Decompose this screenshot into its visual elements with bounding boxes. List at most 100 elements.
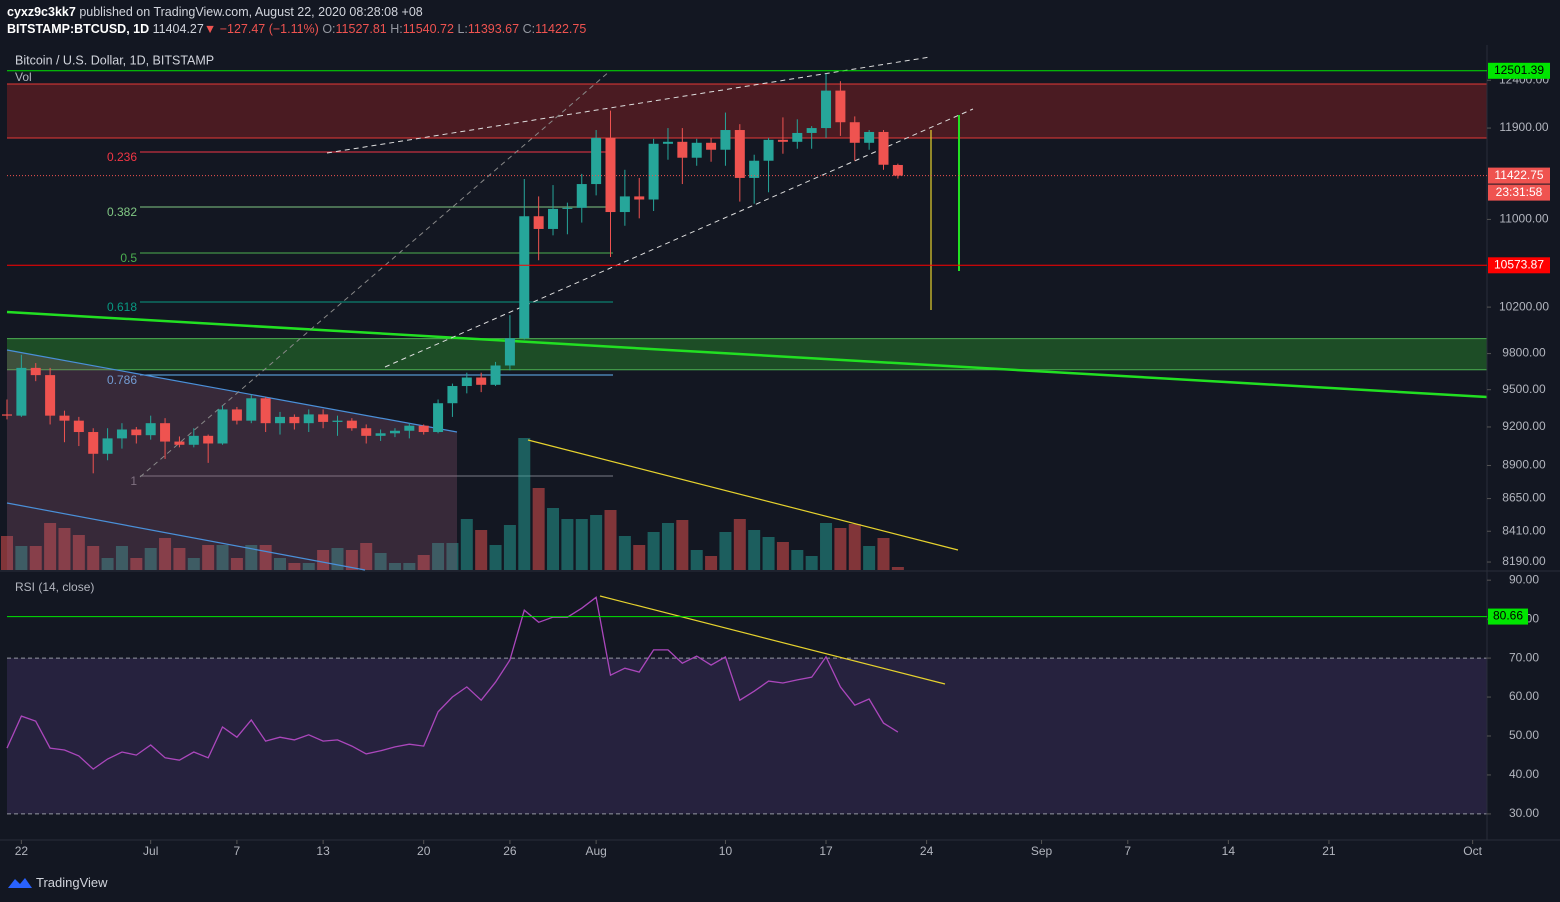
trend-line bbox=[326, 56, 931, 154]
volume-bar bbox=[187, 558, 200, 570]
countdown-tag bbox=[1488, 184, 1550, 201]
published: published on TradingView.com, August 22,… bbox=[79, 5, 423, 19]
h-value: 11540.72 bbox=[402, 22, 454, 36]
candle-body bbox=[303, 414, 314, 424]
price-tag-label: 12501.39 bbox=[1494, 63, 1544, 77]
volume-bar bbox=[446, 543, 459, 570]
candle-body bbox=[318, 414, 329, 422]
volume-bar bbox=[575, 519, 588, 570]
price-tag-label: 11422.75 bbox=[1494, 168, 1543, 182]
candle-body bbox=[461, 377, 472, 387]
candle-body bbox=[346, 420, 357, 429]
volume-bar bbox=[1, 536, 13, 570]
volume-bar bbox=[144, 548, 157, 570]
volume-bar bbox=[762, 537, 775, 570]
footer: TradingView bbox=[8, 875, 108, 890]
volume-bar bbox=[503, 525, 516, 570]
candle-body bbox=[476, 377, 487, 385]
volume-bar bbox=[848, 524, 861, 570]
channel-line bbox=[6, 349, 458, 433]
candle-body bbox=[73, 420, 84, 433]
x-tick-label: Aug bbox=[585, 844, 606, 858]
candle-body bbox=[231, 409, 242, 421]
volume-bar bbox=[705, 556, 718, 570]
o-label: O: bbox=[322, 22, 336, 36]
volume-bar bbox=[532, 488, 545, 570]
y-tick-label: 30.00 bbox=[1509, 806, 1539, 820]
rsi-title: RSI (14, close) bbox=[15, 580, 94, 594]
y-tick-label: 90.00 bbox=[1509, 572, 1539, 586]
volume-bar bbox=[518, 438, 531, 570]
h-label: H: bbox=[390, 22, 403, 36]
y-tick-label: 8190.00 bbox=[1502, 554, 1546, 568]
candle-body bbox=[289, 416, 300, 424]
symbol: BITSTAMP:BTCUSD, 1D bbox=[7, 22, 150, 36]
x-tick-label: 7 bbox=[1124, 844, 1131, 858]
rsi-line bbox=[6, 596, 899, 770]
volume-bar bbox=[360, 543, 373, 570]
volume-bar bbox=[230, 558, 243, 570]
x-tick-label: 10 bbox=[719, 844, 733, 858]
candle-body bbox=[59, 415, 70, 421]
x-tick-label: 13 bbox=[316, 844, 330, 858]
last: 11404.27 bbox=[152, 22, 204, 36]
candle-body bbox=[677, 141, 688, 158]
candle-body bbox=[749, 160, 760, 178]
x-tick-label: Sep bbox=[1031, 844, 1053, 858]
volume-bar bbox=[245, 545, 258, 570]
candle-body bbox=[418, 425, 429, 433]
volume-bar bbox=[288, 563, 301, 570]
candle-body bbox=[131, 429, 142, 436]
candle-body bbox=[806, 128, 817, 133]
fib-label: 0.618 bbox=[107, 300, 137, 314]
volume-bar bbox=[274, 558, 287, 570]
volume-bar bbox=[374, 553, 387, 570]
o-value: 11527.81 bbox=[335, 22, 387, 36]
volume-bar bbox=[173, 548, 186, 570]
fib-label: 0.786 bbox=[107, 373, 137, 387]
volume-bar bbox=[820, 523, 833, 570]
candle-body bbox=[217, 409, 228, 444]
c-value: 11422.75 bbox=[535, 22, 587, 36]
fib-trend bbox=[139, 70, 611, 478]
volume-bar bbox=[633, 545, 646, 570]
fib-label: 0.382 bbox=[107, 205, 137, 219]
candle-body bbox=[45, 375, 56, 416]
price-tag-label: 10573.87 bbox=[1494, 257, 1544, 271]
candle-body bbox=[2, 414, 12, 416]
candle-body bbox=[504, 338, 515, 366]
x-tick-label: Jul bbox=[143, 844, 158, 858]
x-tick-label: Oct bbox=[1463, 844, 1482, 858]
rsi-band bbox=[7, 658, 1487, 814]
candle-body bbox=[892, 164, 903, 176]
candle-body bbox=[102, 438, 113, 454]
volume-bar bbox=[345, 550, 358, 570]
x-tick-label: 20 bbox=[417, 844, 431, 858]
y-tick-label: 50.00 bbox=[1509, 728, 1539, 742]
logo bbox=[8, 877, 32, 888]
volume-bar bbox=[15, 546, 28, 570]
volume-bar bbox=[791, 550, 804, 570]
candle-body bbox=[562, 207, 573, 209]
volume-bar bbox=[417, 555, 430, 570]
candle-body bbox=[821, 90, 832, 129]
volume-bar bbox=[388, 563, 401, 570]
candle-body bbox=[375, 433, 386, 436]
countdown: 23:31:58 bbox=[1496, 185, 1543, 199]
candle-body bbox=[16, 367, 27, 416]
plot: 0.236 0.382 0.5 0.618 0.786 1 bbox=[1, 83, 1487, 815]
y-tick-label: 40.00 bbox=[1509, 767, 1539, 781]
volume-bar bbox=[159, 538, 172, 570]
x-tick-label: 26 bbox=[503, 844, 517, 858]
candle-body bbox=[88, 432, 99, 454]
channel-line bbox=[6, 502, 366, 571]
candle-body bbox=[433, 403, 444, 433]
volume-bar bbox=[863, 546, 876, 570]
candle-body bbox=[634, 196, 645, 200]
y-tick-label: 8650.00 bbox=[1502, 491, 1546, 505]
candle-body bbox=[203, 435, 214, 444]
candle-body bbox=[878, 131, 889, 165]
candle-body bbox=[332, 420, 343, 422]
candle-body bbox=[361, 428, 372, 436]
candle-body bbox=[404, 425, 415, 431]
